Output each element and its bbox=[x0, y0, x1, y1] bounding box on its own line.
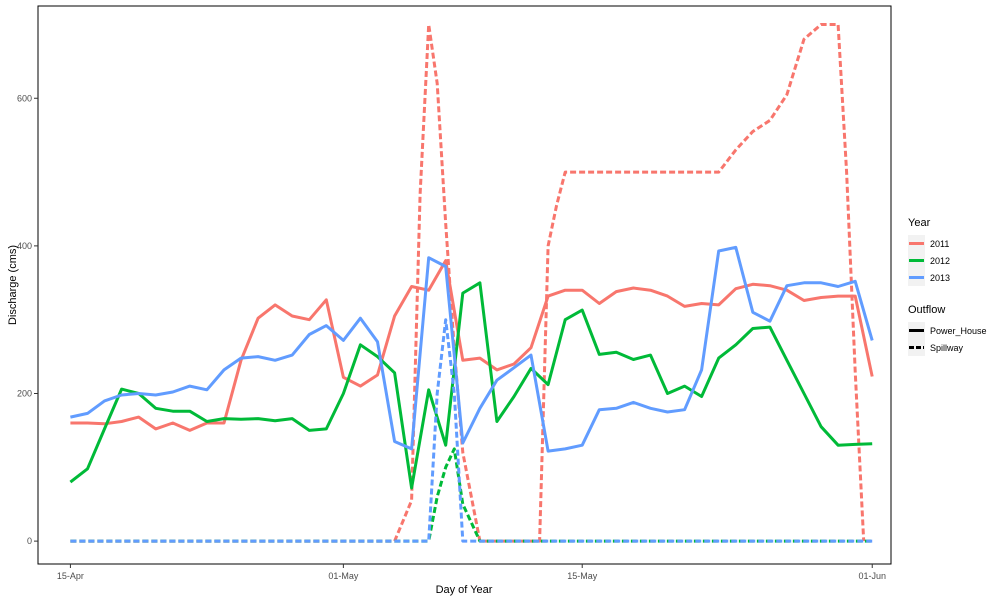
legend-entry: 2013 bbox=[908, 269, 950, 286]
y-tick-label: 400 bbox=[17, 241, 32, 251]
x-tick-label: 01-Jun bbox=[858, 571, 886, 581]
legend: Year 2011 2012 2013 Outflow Power_House Spillw… bbox=[908, 217, 987, 356]
x-tick-label: 15-May bbox=[567, 571, 598, 581]
series-2012-power-house bbox=[69, 281, 873, 490]
y-axis-title: Discharge (cms) bbox=[7, 245, 19, 325]
legend-label: Power_House bbox=[930, 326, 987, 336]
legend-entry: Power_House bbox=[908, 322, 987, 339]
y-tick-label: 200 bbox=[17, 389, 32, 399]
legend-label: Spillway bbox=[930, 343, 964, 353]
series-2013-spillway bbox=[70, 318, 873, 543]
legend-title-outflow: Outflow bbox=[908, 304, 945, 316]
legend-label: 2012 bbox=[930, 256, 950, 266]
x-tick-label: 01-May bbox=[328, 571, 359, 581]
series-2013-power-house bbox=[70, 245, 874, 453]
series-layer bbox=[69, 23, 874, 543]
legend-label: 2013 bbox=[930, 273, 950, 283]
legend-label: 2011 bbox=[930, 239, 949, 249]
series-2011-spillway bbox=[70, 23, 866, 543]
legend-entry: 2011 bbox=[908, 235, 949, 252]
y-tick-label: 0 bbox=[27, 536, 32, 546]
axis-layer: 15-Apr 01-May 15-May 01-Jun 0 200 400 600 bbox=[17, 93, 886, 581]
legend-entry: 2012 bbox=[908, 252, 950, 269]
x-axis-title: Day of Year bbox=[436, 584, 493, 596]
legend-entry: Spillway bbox=[908, 339, 964, 356]
legend-title-year: Year bbox=[908, 217, 931, 229]
x-tick-label: 15-Apr bbox=[57, 571, 84, 581]
series-2011-power-house bbox=[70, 259, 874, 432]
y-tick-label: 600 bbox=[17, 93, 32, 103]
